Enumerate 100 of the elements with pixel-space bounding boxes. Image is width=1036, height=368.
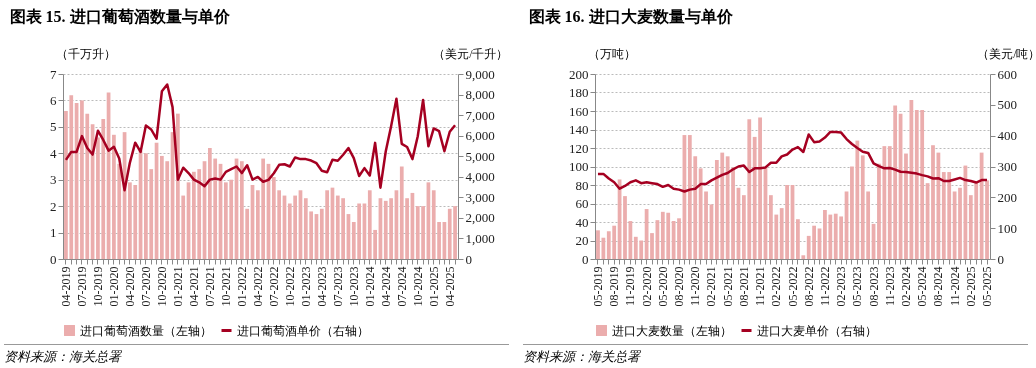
bar — [623, 196, 627, 259]
y-tick-label: 120 — [569, 140, 589, 156]
y2-tick-label: 0 — [465, 251, 472, 267]
y-tick-label: 200 — [569, 66, 589, 82]
x-tick-label: 01-2020 — [106, 266, 121, 307]
y2-tick-label: 8,000 — [465, 87, 495, 103]
x-tick-label: 02-2021 — [704, 266, 719, 307]
line-series — [64, 83, 457, 192]
y2-tick-label: 500 — [997, 97, 1017, 113]
y2-tick-label: 4,000 — [465, 169, 495, 185]
x-tick-label: 05-2020 — [655, 266, 670, 307]
x-tick-label: 05-2022 — [785, 266, 800, 307]
bar — [958, 187, 962, 259]
y2-tick-label: 3,000 — [465, 189, 495, 205]
chart-title: 图表 15. 进口葡萄酒数量与单价 — [9, 8, 231, 25]
x-tick-label: 01-2022 — [234, 266, 249, 307]
line-series — [596, 130, 989, 193]
y2-tick-label: 9,000 — [465, 66, 495, 82]
y-tick-label: 160 — [569, 103, 589, 119]
y2-tick-label: 200 — [997, 189, 1017, 205]
x-tick-label: 02-2025 — [963, 266, 978, 307]
x-tick-label: 11-2020 — [688, 266, 703, 307]
x-tick-label: 07-2020 — [138, 266, 153, 307]
x-tick-label: 04-2020 — [122, 266, 137, 307]
x-tick-label: 08-2020 — [672, 266, 687, 307]
y2-tick-label: 600 — [997, 66, 1017, 82]
y2-tick-label: 0 — [997, 251, 1004, 267]
y-tick-label: 20 — [575, 233, 589, 248]
y-axis-title: （万吨） — [587, 46, 636, 61]
y2-axis-title: （美元/千升） — [433, 46, 509, 61]
x-tick-label: 10-2021 — [218, 266, 233, 307]
x-tick-label: 07-2023 — [330, 266, 345, 307]
x-tick-label: 07-2021 — [202, 266, 217, 307]
y-tick-label: 0 — [50, 251, 57, 267]
y-tick-label: 5 — [50, 119, 57, 135]
x-tick-label: 04-2021 — [186, 266, 201, 307]
y-tick-label: 180 — [569, 85, 589, 100]
y-tick-label: 60 — [575, 196, 589, 211]
x-tick-label: 11-2022 — [817, 266, 832, 307]
x-tick-label: 07-2024 — [394, 266, 409, 307]
x-tick-label: 01-2025 — [426, 266, 441, 307]
y-tick-label: 0 — [582, 251, 589, 267]
x-tick-label: 11-2023 — [882, 266, 897, 307]
x-tick-label: 11-2021 — [753, 266, 768, 307]
x-tick-label: 08-2021 — [736, 266, 751, 307]
x-tick-label: 01-2021 — [170, 266, 185, 307]
x-tick-label: 11-2019 — [623, 266, 638, 307]
x-tick-label: 07-2022 — [266, 266, 281, 307]
x-tick-label: 05-2019 — [590, 266, 605, 307]
x-tick-label: 02-2022 — [769, 266, 784, 307]
x-tick-label: 02-2024 — [898, 266, 913, 307]
y2-tick-label: 100 — [997, 220, 1017, 236]
x-tick-label: 11-2024 — [947, 266, 962, 307]
x-tick-label: 08-2024 — [931, 266, 946, 307]
y-tick-label: 3 — [50, 172, 57, 188]
x-tick-label: 04-2019 — [58, 266, 73, 307]
y-tick-label: 4 — [50, 145, 57, 161]
legend-label: 进口大麦数量（左轴） — [612, 323, 732, 338]
y2-tick-label: 6,000 — [465, 128, 495, 144]
x-tick-label: 04-2022 — [250, 266, 265, 307]
x-tick-label: 01-2024 — [362, 266, 377, 307]
x-tick-label: 05-2021 — [720, 266, 735, 307]
x-tick-label: 05-2023 — [850, 266, 865, 307]
y2-tick-label: 2,000 — [465, 210, 495, 226]
x-tick-label: 10-2023 — [346, 266, 361, 307]
chart-title: 图表 16. 进口大麦数量与单价 — [528, 8, 734, 25]
legend-label: 进口葡萄酒数量（左轴） — [80, 323, 212, 338]
x-tick-label: 08-2022 — [801, 266, 816, 307]
y2-tick-label: 5,000 — [465, 148, 495, 164]
y-tick-label: 140 — [569, 122, 589, 137]
y-tick-label: 40 — [575, 214, 589, 230]
x-tick-label: 10-2024 — [410, 266, 425, 307]
y2-tick-label: 400 — [997, 128, 1017, 144]
x-tick-label: 08-2023 — [866, 266, 881, 307]
x-tick-label: 07-2019 — [74, 266, 89, 307]
y-tick-label: 7 — [50, 66, 57, 82]
y-tick-label: 2 — [50, 198, 57, 214]
bar — [650, 233, 654, 259]
x-tick-label: 04-2025 — [442, 266, 457, 307]
x-tick-label: 10-2019 — [90, 266, 105, 307]
x-tick-label: 08-2019 — [607, 266, 622, 307]
legend-label: 进口葡萄酒单价（右轴） — [237, 323, 369, 338]
y-tick-label: 80 — [575, 177, 589, 193]
y-tick-label: 100 — [569, 159, 589, 174]
y-axis-title: （千万升） — [55, 46, 116, 61]
x-tick-label: 05-2024 — [915, 266, 930, 307]
y2-tick-label: 1,000 — [465, 230, 495, 246]
text: 资料来源：海关总署 — [523, 344, 1028, 366]
x-tick-label: 02-2023 — [834, 266, 849, 307]
x-tick-label: 01-2023 — [298, 266, 313, 307]
x-tick-label: 10-2022 — [282, 266, 297, 307]
y2-tick-label: 300 — [997, 159, 1017, 174]
y-tick-label: 1 — [50, 225, 57, 241]
y-tick-label: 6 — [50, 92, 57, 108]
x-tick-label: 04-2024 — [378, 266, 393, 307]
y2-axis-title: （美元/吨） — [977, 46, 1036, 61]
x-tick-label: 04-2023 — [314, 266, 329, 307]
bar — [931, 145, 935, 259]
x-tick-label: 10-2020 — [154, 266, 169, 307]
legend-label: 进口大麦单价（右轴） — [757, 323, 877, 338]
